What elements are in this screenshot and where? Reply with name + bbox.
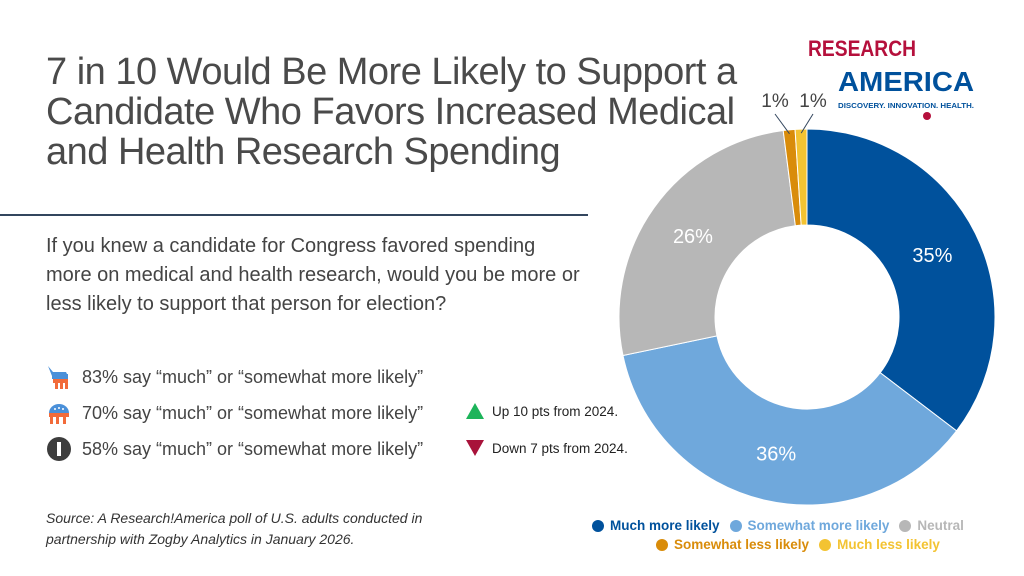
leader-line (774, 113, 790, 135)
stat-text: 83% say “much” or “somewhat more likely” (82, 366, 424, 387)
stat-text: 58% say “much” or “somewhat more likely” (82, 438, 424, 459)
republican-elephant-icon (49, 404, 69, 424)
legend-label: Neutral (917, 518, 964, 533)
data-label: 26% (673, 226, 713, 248)
survey-question: If you knew a candidate for Congress fav… (46, 235, 580, 315)
stat-text: 70% say “much” or “somewhat more likely” (82, 402, 424, 423)
legend-item: Neutral (899, 518, 964, 533)
slice-somewhat-more-likely (622, 335, 958, 506)
source-note: Source: A Research!America poll of U.S. … (46, 510, 423, 547)
data-label: 36% (756, 444, 796, 466)
stat-independent: 58% say “much” or “somewhat more likely” (46, 436, 423, 462)
legend-item: Much less likely (819, 537, 940, 552)
legend-dot-icon (819, 538, 832, 551)
change-republican: Up 10 pts from 2024. (466, 403, 618, 419)
change-text: Up 10 pts from 2024. (492, 403, 619, 419)
democrat-donkey-icon (48, 366, 68, 389)
legend-item: Somewhat less likely (656, 537, 809, 552)
legend-dot-icon (729, 519, 742, 532)
legend: Much more likely Somewhat more likely Neut… (592, 518, 1012, 552)
legend-label: Much less likely (837, 537, 940, 552)
stat-democrat: 83% say “much” or “somewhat more likely” (46, 364, 423, 390)
legend-dot-icon (899, 519, 912, 532)
data-label: 35% (912, 245, 952, 267)
legend-item: Somewhat more likely (729, 518, 890, 533)
logo-tagline: DISCOVERY. INNOVATION. HEALTH. (838, 103, 974, 110)
data-label: 1% (799, 91, 827, 112)
logo-line1: RESEARCH (808, 36, 916, 61)
legend-item: Much more likely (592, 518, 720, 533)
legend-dot-icon (592, 519, 604, 532)
research-america-logo: RESEARCH AMERICA DISCOVERY. INNOVATION. … (808, 36, 974, 120)
legend-label: Somewhat more likely (747, 518, 890, 533)
change-independent: Down 7 pts from 2024. (466, 440, 628, 456)
slice-much-less-likely (794, 128, 808, 226)
legend-label: Somewhat less likely (674, 537, 810, 552)
leader-line (800, 113, 814, 134)
page-title: 7 in 10 Would Be More Likely to Support … (46, 51, 737, 173)
slice-neutral (618, 129, 796, 357)
data-label: 1% (761, 91, 789, 112)
stat-republican: 70% say “much” or “somewhat more likely” (46, 400, 423, 426)
triangle-up-icon (466, 403, 484, 419)
slice-much-more-likely (806, 128, 996, 432)
change-text: Down 7 pts from 2024. (492, 440, 628, 456)
divider (0, 214, 588, 216)
triangle-down-icon (466, 440, 484, 456)
logo-line2: AMERICA (838, 66, 974, 97)
legend-label: Much more likely (610, 518, 720, 533)
legend-dot-icon (656, 538, 668, 551)
independent-icon (47, 437, 71, 461)
